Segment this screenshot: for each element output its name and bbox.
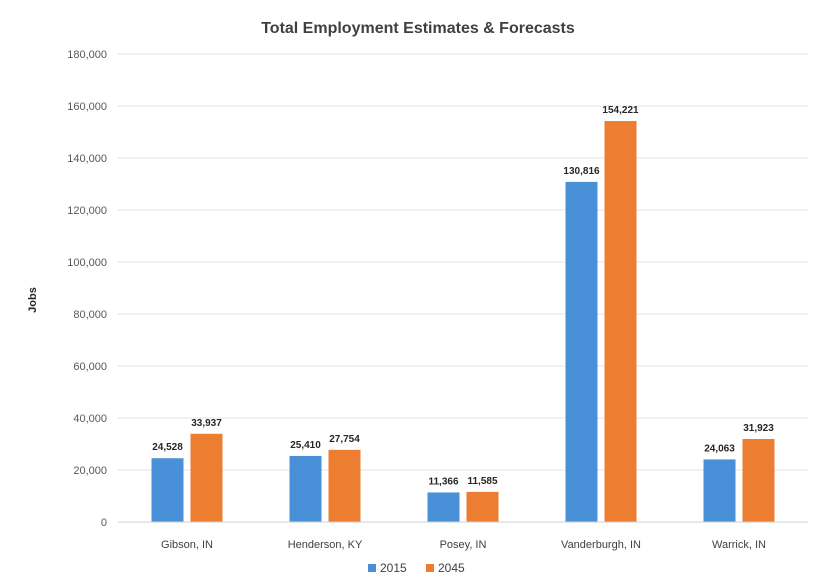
gridlines [118,53,808,471]
y-tick-label: 40,000 [73,413,107,425]
bar-2015 [151,458,184,522]
y-tick-label: 0 [101,517,107,529]
y-tick-label: 140,000 [67,153,107,165]
bar-2045 [742,439,775,522]
legend-label: 2045 [438,561,465,575]
x-tick-label: Vanderburgh, IN [561,539,641,551]
data-label: 24,528 [152,442,183,453]
data-label: 130,816 [563,166,600,177]
y-tick-label: 60,000 [73,361,107,373]
y-tick-label: 180,000 [67,49,107,61]
bar-2045 [466,491,499,522]
bar-2015 [703,459,736,522]
y-tick-label: 100,000 [67,257,107,269]
x-axis-ticks: Gibson, IN Henderson, KY Posey, IN Vanderbu… [161,539,766,551]
legend: 2015 2045 [368,561,465,575]
legend-swatch-2045 [426,564,434,572]
bars [151,121,775,523]
bar-2015 [289,455,322,522]
data-label: 33,937 [191,418,222,429]
x-tick-label: Posey, IN [440,539,487,551]
data-label: 27,754 [329,434,360,445]
legend-label: 2015 [380,561,407,575]
data-label: 11,366 [428,476,458,487]
y-tick-label: 80,000 [73,309,107,321]
data-label: 154,221 [602,105,639,116]
data-labels: 24,528 33,937 25,410 27,754 11,366 11,585 130,… [152,105,774,487]
bar-2015 [565,181,598,522]
y-axis-label: Jobs [27,287,39,313]
y-tick-label: 20,000 [73,465,107,477]
bar-2045 [190,433,223,522]
x-tick-label: Gibson, IN [161,539,213,551]
y-tick-label: 160,000 [67,101,107,113]
data-label: 24,063 [704,443,735,454]
bar-2015 [427,492,460,522]
x-tick-label: Henderson, KY [288,539,363,551]
y-axis-ticks: 0 20,000 40,000 60,000 80,000 100,000 120,000 1… [67,49,107,529]
x-tick-label: Warrick, IN [712,539,766,551]
legend-swatch-2015 [368,564,376,572]
data-label: 11,585 [467,476,497,487]
y-tick-label: 120,000 [67,205,107,217]
data-label: 25,410 [290,440,321,451]
data-label: 31,923 [743,423,774,434]
bar-2045 [604,121,637,523]
bar-2045 [328,449,361,522]
chart-title: Total Employment Estimates & Forecasts [261,20,575,37]
